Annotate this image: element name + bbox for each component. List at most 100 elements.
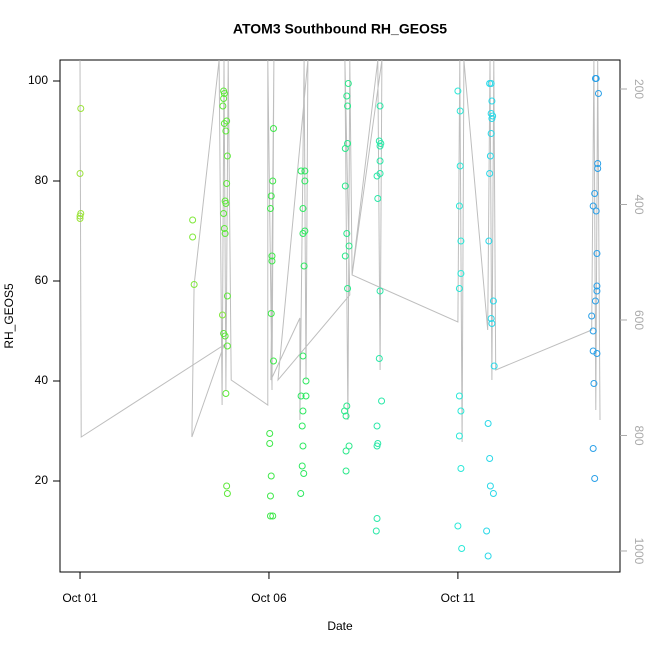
point bbox=[594, 165, 602, 172]
point bbox=[301, 177, 309, 185]
y-tick-label: 80 bbox=[35, 173, 49, 187]
point bbox=[221, 230, 229, 237]
point bbox=[299, 442, 307, 450]
point bbox=[223, 342, 231, 350]
point bbox=[591, 190, 599, 197]
point bbox=[223, 482, 231, 490]
point bbox=[222, 390, 230, 397]
y2-tick-label: 200 bbox=[632, 79, 646, 99]
point bbox=[457, 465, 465, 472]
point bbox=[343, 92, 351, 100]
point bbox=[456, 107, 464, 115]
point bbox=[344, 102, 352, 110]
point bbox=[341, 182, 349, 190]
point bbox=[345, 442, 353, 450]
chart-title: ATOM3 Southbound RH_GEOS5 bbox=[233, 21, 447, 37]
point bbox=[267, 472, 275, 480]
point bbox=[220, 225, 228, 232]
point bbox=[372, 527, 380, 535]
point bbox=[345, 242, 353, 250]
point bbox=[219, 102, 227, 110]
point bbox=[297, 392, 305, 400]
point bbox=[490, 362, 498, 370]
point bbox=[298, 422, 306, 430]
point bbox=[376, 287, 384, 295]
point bbox=[341, 407, 349, 415]
point bbox=[487, 315, 495, 322]
point bbox=[267, 310, 275, 317]
x-tick-label: Oct 01 bbox=[62, 591, 98, 605]
point bbox=[76, 215, 84, 222]
point bbox=[589, 327, 597, 335]
x-axis-label: Date bbox=[327, 619, 353, 633]
y2-tick-label: 400 bbox=[632, 194, 646, 214]
point bbox=[266, 440, 274, 447]
point bbox=[454, 522, 462, 530]
point bbox=[590, 380, 598, 387]
point bbox=[189, 233, 197, 241]
point bbox=[342, 447, 350, 455]
point bbox=[222, 127, 230, 135]
point bbox=[76, 170, 84, 177]
point bbox=[223, 152, 231, 160]
point bbox=[343, 230, 351, 237]
point bbox=[593, 287, 601, 295]
point bbox=[455, 285, 463, 292]
point bbox=[297, 490, 305, 497]
point bbox=[222, 200, 230, 207]
point bbox=[455, 202, 463, 210]
pressure-line bbox=[79, 60, 601, 443]
y-tick-label: 40 bbox=[35, 373, 49, 387]
point bbox=[299, 407, 307, 415]
point bbox=[373, 172, 381, 180]
point bbox=[297, 167, 305, 175]
point bbox=[457, 270, 465, 277]
point bbox=[221, 332, 229, 340]
point bbox=[220, 90, 228, 97]
point bbox=[341, 145, 349, 152]
point bbox=[483, 527, 491, 535]
point bbox=[375, 355, 383, 362]
point bbox=[457, 237, 465, 245]
point bbox=[302, 377, 310, 385]
point bbox=[266, 512, 274, 520]
y-tick-label: 100 bbox=[28, 73, 48, 87]
point bbox=[220, 95, 228, 102]
point bbox=[588, 312, 596, 320]
point bbox=[376, 142, 384, 150]
point bbox=[189, 216, 197, 224]
point bbox=[593, 350, 601, 357]
point bbox=[218, 311, 226, 319]
point bbox=[376, 157, 384, 165]
point bbox=[300, 470, 308, 477]
point bbox=[589, 202, 597, 210]
point bbox=[266, 430, 274, 437]
point bbox=[268, 252, 276, 260]
point bbox=[341, 252, 349, 260]
point bbox=[591, 297, 599, 305]
point bbox=[488, 97, 496, 105]
point bbox=[376, 102, 384, 110]
point bbox=[223, 490, 231, 497]
y2-tick-label: 600 bbox=[632, 310, 646, 330]
point bbox=[76, 212, 84, 220]
point bbox=[302, 392, 310, 400]
point bbox=[486, 455, 494, 462]
point bbox=[266, 205, 274, 212]
x-tick-label: Oct 06 bbox=[251, 591, 287, 605]
point bbox=[593, 282, 601, 290]
point bbox=[269, 357, 277, 365]
point bbox=[269, 125, 277, 132]
point bbox=[486, 152, 494, 160]
point bbox=[267, 192, 275, 200]
point bbox=[593, 250, 601, 257]
point bbox=[486, 482, 494, 490]
point bbox=[223, 292, 231, 300]
point bbox=[266, 492, 274, 500]
point bbox=[456, 162, 464, 170]
point bbox=[487, 80, 495, 87]
point bbox=[373, 515, 381, 522]
point bbox=[223, 117, 231, 125]
point bbox=[77, 105, 85, 112]
point bbox=[457, 407, 465, 415]
